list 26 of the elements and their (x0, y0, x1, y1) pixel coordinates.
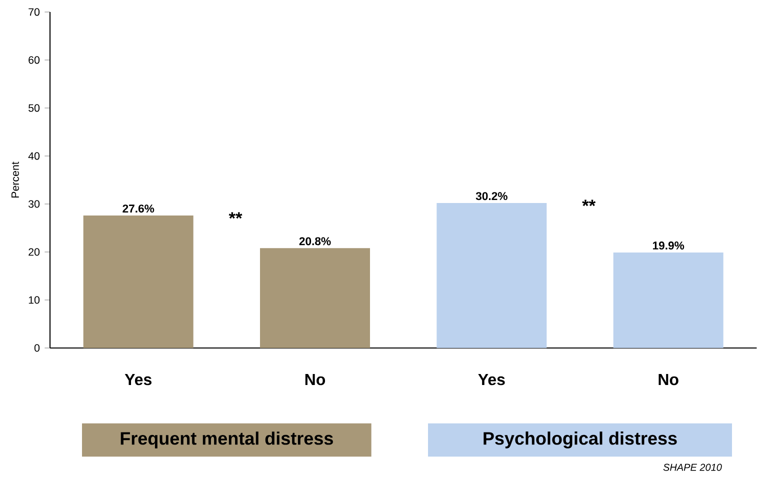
y-tick-label: 50 (28, 104, 40, 112)
text: Psychological distress (484, 432, 677, 448)
x-tick-label: No (658, 374, 678, 386)
y-tick-label: 0 (34, 344, 40, 352)
y-tick-label: 20 (28, 248, 40, 256)
y-tick-label: 60 (28, 56, 40, 64)
bar (613, 252, 724, 348)
annotation: ** (582, 200, 596, 206)
bar (436, 203, 547, 348)
annotation: ** (228, 212, 242, 219)
y-tick-label: 30 (28, 200, 40, 208)
text: Frequent mental distress (120, 432, 333, 448)
y-tick-label: 40 (28, 152, 40, 160)
bar (260, 248, 370, 348)
data-label: 27.6% (122, 204, 154, 213)
text: SHAPE 2010 (663, 464, 722, 471)
data-label: 20.8% (299, 237, 331, 246)
data-label: 19.9% (652, 242, 684, 250)
y-tick-label: 70 (28, 8, 40, 16)
x-tick-label: Yes (478, 374, 505, 386)
x-tick-label: Yes (124, 374, 152, 386)
bar (83, 216, 194, 348)
y-tick-label: 10 (28, 296, 40, 304)
y-axis-title: Percent (12, 162, 19, 198)
data-label: 30.2% (476, 192, 508, 200)
x-tick-label: No (305, 374, 326, 386)
